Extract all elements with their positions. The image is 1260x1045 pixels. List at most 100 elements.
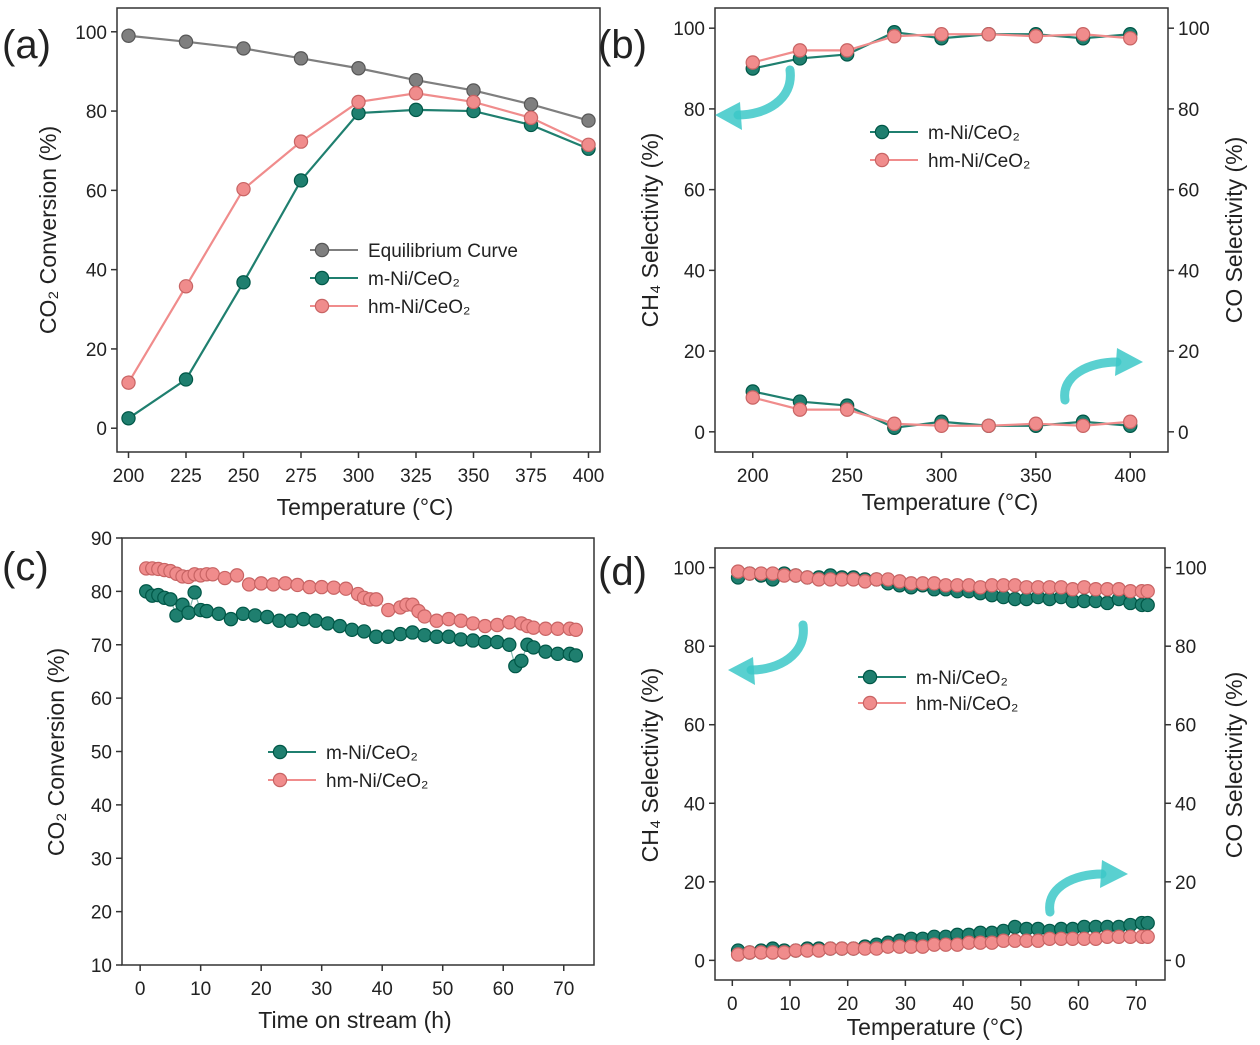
x-axis-title: Temperature (°C) [862, 489, 1039, 515]
data-point [290, 577, 305, 593]
x-tick-label: 325 [400, 466, 432, 487]
x-tick-label: 30 [895, 994, 916, 1015]
legend-marker [862, 669, 878, 685]
y-tick-label: 70 [91, 636, 112, 657]
panel-letter: (d) [598, 550, 647, 594]
data-point [538, 621, 553, 636]
data-point [526, 640, 541, 655]
y2-tick-label: 80 [1178, 100, 1199, 121]
x-axis-title: Temperature (°C) [847, 1014, 1024, 1040]
chart-panel-d: (d) 0 10 20 30 40 50 60 70 0 0 20 20 40 40 60 60 80 80 100 1… [598, 547, 1247, 1040]
x-tick-label: 60 [493, 979, 514, 1000]
data-point [502, 637, 517, 652]
legend-marker [874, 124, 890, 140]
x-tick-label: 70 [1126, 994, 1147, 1015]
x-tick-label: 10 [779, 994, 800, 1015]
data-point [429, 629, 444, 644]
legend: m-Ni/CeO₂ hm-Ni/CeO₂ [268, 743, 428, 792]
y-tick-label: 60 [91, 689, 112, 710]
data-point [453, 613, 469, 628]
x-tick-label: 20 [251, 979, 272, 1000]
y-axis-title: CH₄ Selectivity (%) [637, 133, 663, 328]
y2-tick-label: 40 [1175, 794, 1196, 815]
data-point [417, 627, 432, 643]
data-point [266, 577, 281, 592]
panel-letter: (c) [2, 545, 49, 589]
data-point [417, 609, 432, 624]
data-point [253, 576, 269, 591]
x-tick-label: 50 [1010, 994, 1031, 1015]
legend-label: hm-Ni/CeO₂ [916, 694, 1018, 715]
data-point [381, 602, 396, 618]
y-tick-label: 40 [684, 794, 705, 815]
data-point [489, 617, 505, 633]
x-tick-label: 200 [737, 466, 769, 487]
data-point [792, 43, 808, 58]
y2-tick-label: 0 [1178, 423, 1189, 444]
legend-marker [272, 744, 288, 760]
arrow-right-head-icon [1115, 348, 1143, 376]
chart-panel-b: (b) 200 250 300 350 400 0 0 20 20 40 40 60 60 80 80 100 1… [598, 7, 1247, 515]
data-point [121, 411, 136, 426]
x-tick-label: 400 [573, 466, 605, 487]
data-point [1075, 418, 1091, 433]
series-1 [745, 27, 1138, 70]
series-3 [745, 390, 1138, 433]
y-tick-label: 0 [96, 419, 107, 440]
y2-tick-label: 80 [1175, 637, 1196, 658]
series-1 [730, 564, 1155, 599]
y2-tick-label: 40 [1178, 261, 1199, 282]
x-tick-label: 0 [135, 979, 146, 1000]
y-tick-label: 100 [673, 559, 705, 580]
y-axis-title: CO₂ Conversion (%) [35, 126, 61, 334]
legend-label: hm-Ni/CeO₂ [368, 297, 470, 318]
data-point [408, 86, 424, 101]
panel-letter: (b) [598, 23, 647, 67]
data-point [465, 633, 481, 648]
y-tick-label: 100 [75, 23, 107, 44]
y-tick-label: 60 [684, 181, 705, 202]
arrow-left-icon [746, 620, 808, 675]
y2-tick-label: 100 [1178, 19, 1210, 40]
data-point [581, 137, 596, 152]
x-tick-label: 40 [372, 979, 393, 1000]
series-3 [730, 929, 1155, 962]
data-point [178, 279, 194, 294]
data-point [429, 613, 444, 628]
series-1 [121, 102, 596, 426]
panel-letter: (a) [2, 23, 51, 67]
data-point [178, 34, 194, 49]
data-point [581, 113, 596, 128]
data-point [308, 613, 323, 628]
data-point [351, 61, 366, 76]
y-tick-label: 40 [684, 261, 705, 282]
data-point [381, 629, 396, 644]
data-point [235, 606, 251, 621]
x-tick-label: 300 [343, 466, 375, 487]
data-point [887, 29, 902, 44]
data-point [538, 644, 553, 659]
data-point [1028, 416, 1044, 431]
y-tick-label: 30 [91, 849, 112, 870]
y-tick-label: 0 [694, 951, 705, 972]
y-tick-label: 80 [684, 637, 705, 658]
data-point [163, 592, 178, 607]
data-point [199, 603, 214, 619]
series-2 [121, 86, 596, 390]
data-point [745, 55, 760, 70]
legend-marker [272, 772, 288, 788]
data-point [236, 41, 251, 56]
legend-label: m-Ni/CeO₂ [928, 123, 1020, 144]
x-tick-label: 350 [1020, 466, 1052, 487]
data-point [1075, 27, 1091, 42]
data-point [187, 585, 202, 600]
data-point [247, 608, 263, 623]
data-point [205, 567, 220, 582]
data-point [466, 94, 481, 110]
x-tick-label: 400 [1114, 466, 1146, 487]
x-tick-label: 0 [727, 994, 738, 1015]
data-point [241, 577, 257, 592]
legend-label: m-Ni/CeO₂ [916, 668, 1008, 689]
y-tick-label: 80 [86, 102, 107, 123]
x-tick-label: 30 [311, 979, 332, 1000]
